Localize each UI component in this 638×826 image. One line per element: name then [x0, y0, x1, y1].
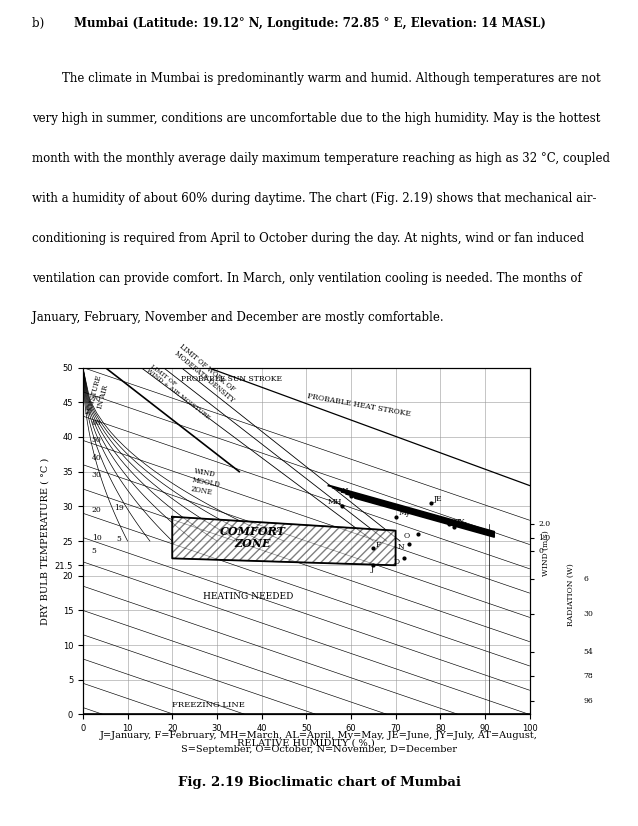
- Text: 5: 5: [92, 548, 97, 555]
- Text: RADIATION (W): RADIATION (W): [567, 563, 575, 626]
- Text: with a humidity of about 60% during daytime. The chart (Fig. 2.19) shows that me: with a humidity of about 60% during dayt…: [32, 192, 597, 205]
- Text: Mumbai (Latitude: 19.12° N, Longitude: 72.85 ° E, Elevation: 14 MASL): Mumbai (Latitude: 19.12° N, Longitude: 7…: [74, 17, 546, 30]
- Text: 1.0: 1.0: [538, 534, 551, 542]
- Text: The climate in Mumbai is predominantly warm and humid. Although temperatures are: The climate in Mumbai is predominantly w…: [32, 72, 600, 85]
- Text: 54: 54: [583, 648, 593, 656]
- Text: N: N: [398, 543, 404, 551]
- Text: 30: 30: [92, 471, 101, 479]
- Text: Fig. 2.19 Bioclimatic chart of Mumbai: Fig. 2.19 Bioclimatic chart of Mumbai: [177, 776, 461, 790]
- Text: 60: 60: [92, 419, 101, 427]
- Text: HEATING NEEDED: HEATING NEEDED: [203, 592, 293, 601]
- Text: 78: 78: [583, 672, 593, 681]
- Text: MH: MH: [328, 497, 343, 506]
- Text: PROBABLE HEAT STROKE: PROBABLE HEAT STROKE: [306, 392, 411, 418]
- Text: J=January, F=February, MH=March, AL=April, My=May, JE=June, JY=July, AT=August,: J=January, F=February, MH=March, AL=Apri…: [100, 731, 538, 739]
- Text: 40: 40: [92, 453, 101, 462]
- Polygon shape: [172, 517, 396, 565]
- Text: My: My: [398, 510, 410, 517]
- Text: AT: AT: [456, 521, 466, 529]
- Text: JY: JY: [456, 518, 464, 525]
- Text: 0: 0: [538, 548, 544, 555]
- Text: D: D: [394, 558, 399, 566]
- Text: S: S: [452, 518, 457, 525]
- Text: LIMIT OF WORK OF
MODERATE DENSITY: LIMIT OF WORK OF MODERATE DENSITY: [172, 343, 241, 404]
- Text: 70: 70: [92, 395, 101, 403]
- Text: S=September, O=October, N=November, D=December: S=September, O=October, N=November, D=De…: [181, 745, 457, 753]
- Text: 20: 20: [92, 506, 101, 514]
- Text: J: J: [371, 565, 374, 573]
- Text: 2.0: 2.0: [538, 520, 551, 528]
- Text: January, February, November and December are mostly comfortable.: January, February, November and December…: [32, 311, 443, 325]
- Text: PROBABLE SUN STROKE: PROBABLE SUN STROKE: [181, 376, 282, 383]
- Text: 96: 96: [583, 696, 593, 705]
- Y-axis label: DRY BULB TEMPERATURE ( °C ): DRY BULB TEMPERATURE ( °C ): [40, 458, 49, 624]
- Text: conditioning is required from April to October during the day. At nights, wind o: conditioning is required from April to O…: [32, 231, 584, 244]
- Text: COMFORT
ZONE: COMFORT ZONE: [219, 525, 286, 549]
- Text: 6: 6: [583, 575, 588, 583]
- Text: WIND (m/s): WIND (m/s): [542, 530, 549, 577]
- Text: LIMIT OF
WIND + AIR MOISTURE: LIMIT OF WIND + AIR MOISTURE: [145, 363, 214, 420]
- Text: FREEZING LINE: FREEZING LINE: [172, 701, 245, 709]
- Text: WIND
MOOLD
ZONE: WIND MOOLD ZONE: [190, 467, 223, 498]
- Text: MOISTURE
IN AIR: MOISTURE IN AIR: [85, 373, 112, 418]
- Text: AL: AL: [340, 487, 350, 495]
- Text: 50: 50: [92, 436, 101, 444]
- Text: JE: JE: [434, 496, 443, 504]
- Text: 30: 30: [583, 610, 593, 618]
- Text: 5: 5: [116, 535, 121, 543]
- Text: ventilation can provide comfort. In March, only ventilation cooling is needed. T: ventilation can provide comfort. In Marc…: [32, 272, 582, 284]
- Text: O: O: [404, 532, 410, 540]
- Text: month with the monthly average daily maximum temperature reaching as high as 32 : month with the monthly average daily max…: [32, 152, 610, 165]
- Text: very high in summer, conditions are uncomfortable due to the high humidity. May : very high in summer, conditions are unco…: [32, 112, 600, 125]
- Text: b): b): [32, 17, 59, 30]
- X-axis label: RELATIVE HUMIDITY ( % ): RELATIVE HUMIDITY ( % ): [237, 738, 375, 748]
- Text: 10: 10: [92, 534, 101, 542]
- Text: F: F: [376, 540, 382, 548]
- Text: 19: 19: [114, 504, 124, 512]
